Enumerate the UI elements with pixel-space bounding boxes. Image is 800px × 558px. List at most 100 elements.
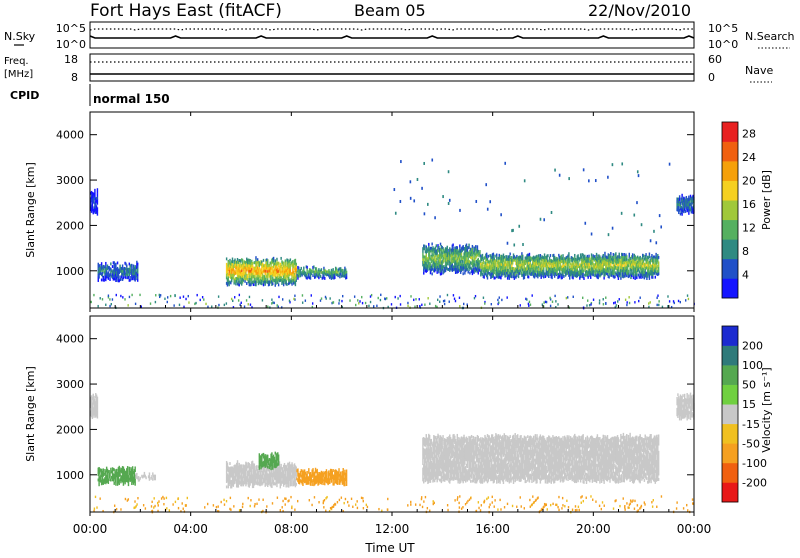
power-cell [592, 273, 593, 276]
power-speckle [200, 299, 201, 301]
power-cell [512, 262, 513, 265]
power-cell [658, 256, 659, 259]
power-speckle [399, 295, 400, 297]
power-cell [478, 272, 479, 275]
power-speckle [338, 302, 339, 304]
velocity-cell [328, 476, 329, 479]
power-cell [584, 255, 585, 258]
velocity-cell [134, 466, 135, 469]
power-cell [511, 256, 512, 259]
power-cell [511, 273, 512, 276]
power-cell [614, 275, 615, 278]
power-speckle [413, 299, 414, 301]
power-cell [649, 277, 650, 280]
power-cell [103, 276, 104, 279]
power-speckle [633, 214, 635, 217]
velocity-cell [346, 472, 347, 475]
power-speckle [603, 303, 604, 305]
power-cell [505, 266, 506, 269]
power-speckle [357, 299, 358, 301]
velocity-cell [430, 480, 431, 483]
velocity-cell [254, 466, 255, 469]
velocity-cell [108, 470, 109, 473]
power-cell [530, 262, 531, 265]
velocity-cell [431, 439, 432, 442]
velocity-cell [108, 478, 109, 481]
power-cell [324, 277, 325, 280]
power-cell [97, 188, 98, 191]
power-colorbar-swatch [722, 259, 738, 279]
power-speckle [196, 294, 197, 296]
power-cell [620, 274, 621, 277]
power-cell [565, 266, 566, 269]
power-cell [346, 276, 347, 279]
power-cell [126, 264, 127, 267]
power-cell [505, 274, 506, 277]
power-speckle [155, 301, 156, 303]
power-cell [624, 253, 625, 256]
power-speckle [443, 300, 444, 302]
velocity-cell [272, 464, 273, 467]
power-cell [238, 284, 239, 287]
freq-frame [90, 54, 694, 81]
power-cell [424, 245, 425, 248]
power-speckle [139, 294, 140, 296]
velocity-cell [426, 462, 427, 465]
power-cell [649, 253, 650, 256]
power-speckle [500, 213, 502, 216]
power-speckle [282, 298, 283, 300]
power-speckle [249, 296, 250, 298]
power-cell [543, 267, 544, 270]
velocity-cell [259, 467, 260, 470]
power-speckle [246, 299, 247, 301]
power-cell [332, 268, 333, 271]
power-speckle [400, 200, 402, 203]
velocity-cell [346, 483, 347, 486]
power-speckle [102, 298, 103, 300]
power-speckle [522, 243, 524, 246]
power-speckle [625, 299, 626, 301]
velocity-cell [261, 457, 262, 460]
velocity-cell [310, 483, 311, 486]
power-cell [101, 262, 102, 265]
velocity-cell [285, 473, 286, 476]
power-cell [545, 275, 546, 278]
power-cell [527, 270, 528, 273]
velocity-cell [155, 475, 156, 478]
power-cell [615, 252, 616, 255]
power-cell [679, 198, 680, 201]
velocity-cell [332, 469, 333, 472]
power-speckle [410, 197, 412, 200]
power-cell [477, 245, 478, 248]
power-cell [226, 257, 227, 260]
power-cell [511, 275, 512, 278]
velocity-cell [129, 467, 130, 470]
velocity-cell [97, 405, 98, 408]
power-speckle [437, 299, 438, 301]
power-speckle [278, 296, 279, 298]
power-cell [583, 269, 584, 272]
velocity-cell [97, 407, 98, 410]
power-cell [273, 257, 274, 260]
power-speckle [226, 302, 227, 304]
power-speckle [423, 162, 425, 165]
power-cell [620, 277, 621, 280]
power-cell [577, 262, 578, 265]
power-cell [94, 194, 95, 197]
velocity-cell [233, 473, 234, 476]
power-cell [583, 277, 584, 280]
power-cell [540, 254, 541, 257]
power-cell [598, 276, 599, 279]
power-speckle [305, 299, 306, 301]
power-cell [658, 272, 659, 275]
power-speckle [653, 230, 655, 233]
velocity-cell [238, 485, 239, 488]
power-cell [232, 258, 233, 261]
power-speckle [657, 294, 658, 296]
power-speckle [475, 200, 477, 203]
power-speckle [431, 159, 433, 162]
power-speckle [442, 195, 444, 198]
power-cell [429, 254, 430, 257]
velocity-cell [306, 471, 307, 474]
